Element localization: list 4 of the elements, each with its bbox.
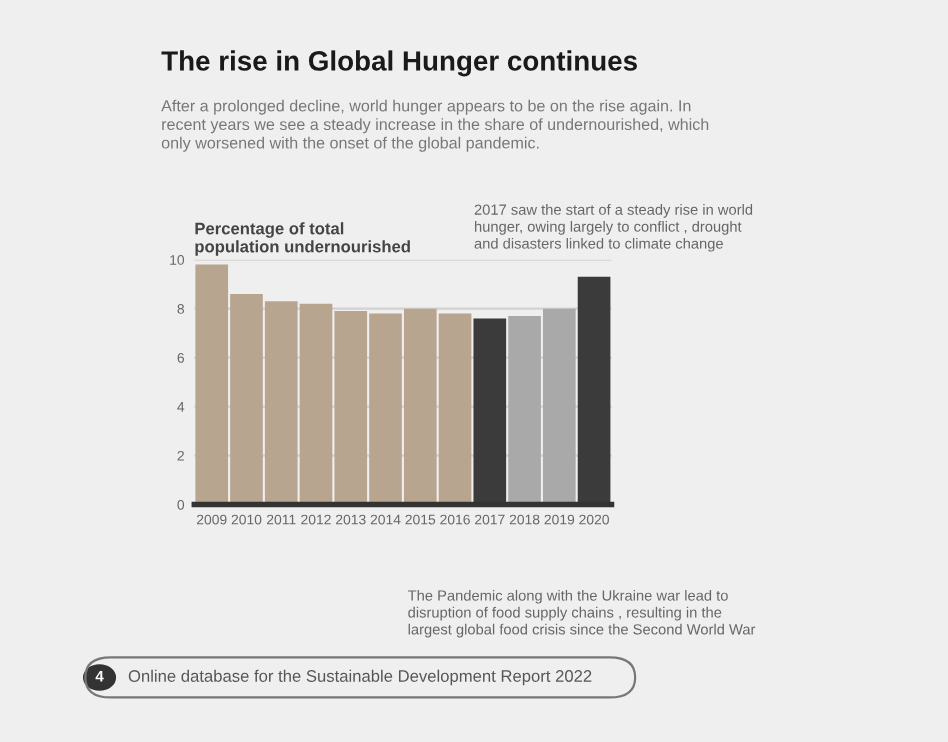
chart-subtitle: After a prolonged decline, world hunger appears to be on the rise again. In recent years we see a steady increase in the share of undernourished, which only worsened with the onset of the global pandemic. [161,99,709,152]
y-axis-title: Percentage of total population undernourished [195,222,410,256]
chart-title: The rise in Global Hunger continues [161,50,637,77]
text: Online database for the Sustainable Development Report 2022 [128,669,592,686]
